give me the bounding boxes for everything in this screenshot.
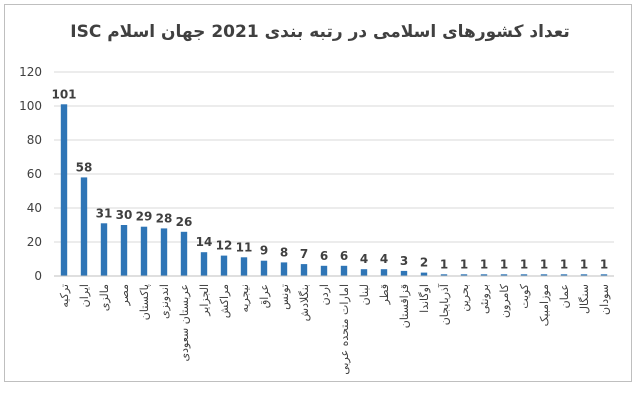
category-label: سنگال — [578, 284, 591, 314]
category-label: بنگلادش — [298, 284, 311, 321]
category-label: لبنان — [358, 284, 371, 305]
bar — [120, 225, 128, 276]
bar — [300, 264, 308, 276]
y-tick-label: 60 — [27, 167, 42, 181]
category-label: مصر — [118, 284, 131, 307]
data-label: 29 — [136, 210, 153, 224]
bar — [340, 265, 348, 276]
bar — [240, 257, 248, 276]
data-label: 101 — [51, 87, 76, 101]
data-label: 6 — [340, 249, 348, 263]
bar — [100, 223, 108, 276]
bar — [200, 252, 208, 276]
chart-frame — [4, 4, 632, 382]
category-label: قطر — [378, 284, 391, 305]
bar — [400, 270, 408, 276]
category-label: آذربایجان — [437, 283, 451, 325]
bar — [160, 228, 168, 276]
y-tick-label: 80 — [27, 133, 42, 147]
data-label: 14 — [196, 235, 213, 249]
data-label: 1 — [480, 257, 488, 271]
bar — [260, 260, 268, 276]
category-label: عمان — [558, 284, 571, 308]
data-label: 1 — [540, 257, 548, 271]
gridlines — [54, 71, 614, 243]
data-label: 58 — [76, 160, 93, 174]
bar — [420, 272, 428, 276]
category-label: نیجریه — [238, 284, 251, 313]
data-label: 1 — [500, 257, 508, 271]
bar — [480, 274, 488, 276]
data-label: 30 — [116, 208, 133, 222]
data-label: 12 — [216, 239, 233, 253]
category-label: مالزی — [98, 284, 111, 311]
data-label: 1 — [460, 257, 468, 271]
bar — [220, 255, 228, 276]
bar — [380, 269, 388, 276]
bar — [280, 262, 288, 276]
bar — [600, 274, 608, 276]
category-label: موزامبیک — [538, 284, 551, 326]
data-label: 31 — [96, 206, 113, 220]
y-tick-label: 40 — [27, 201, 42, 215]
y-axis-ticks: 0 20 40 60 80 100 120 — [19, 65, 42, 283]
category-label: اردن — [318, 284, 331, 305]
bar — [580, 274, 588, 276]
category-labels: ترکیه ایران مالزی مصر پاکستان اندونزی عربستان … — [58, 283, 611, 375]
category-label: پاکستان — [138, 284, 151, 320]
y-tick-label: 100 — [19, 99, 42, 113]
data-label: 4 — [380, 252, 388, 266]
bar — [460, 274, 468, 276]
bar — [540, 274, 548, 276]
data-label: 1 — [580, 257, 588, 271]
bars — [60, 104, 608, 276]
category-label: ترکیه — [58, 284, 71, 308]
y-tick-label: 0 — [34, 269, 42, 283]
bar — [520, 274, 528, 276]
bar — [180, 231, 188, 276]
data-label: 11 — [236, 240, 253, 254]
category-label: سودان — [598, 284, 611, 315]
data-label: 7 — [300, 247, 308, 261]
category-label: الجزایر — [198, 284, 211, 317]
data-label: 26 — [176, 215, 193, 229]
y-tick-label: 20 — [27, 235, 42, 249]
category-label: قزاقستان — [398, 284, 411, 328]
category-label: مراکش — [218, 284, 231, 318]
data-label: 28 — [156, 211, 173, 225]
category-label: تونس — [278, 284, 291, 310]
data-label: 3 — [400, 254, 408, 268]
category-label: اوگاندا — [418, 284, 431, 313]
category-label: برونئی — [478, 284, 491, 314]
bar — [560, 274, 568, 276]
category-label: عراق — [258, 284, 271, 308]
y-tick-label: 120 — [19, 65, 42, 79]
category-label: عربستان سعودی — [178, 284, 191, 361]
bar — [60, 104, 68, 276]
data-label: 1 — [520, 257, 528, 271]
bar — [320, 265, 328, 276]
data-label: 8 — [280, 245, 288, 259]
chart-title: تعداد کشورهای اسلامی در رتبه بندی 2021 ج… — [70, 22, 570, 42]
bar — [140, 226, 148, 276]
data-label: 1 — [560, 257, 568, 271]
category-label: امارات متحده عربی — [338, 284, 351, 375]
category-label: کویت — [518, 283, 531, 309]
category-label: ایران — [78, 284, 91, 307]
category-label: اندونزی — [158, 284, 171, 319]
data-label: 4 — [360, 252, 368, 266]
data-label: 1 — [600, 257, 608, 271]
category-label: بحرین — [458, 284, 471, 312]
bar — [500, 274, 508, 276]
category-label: کامرون — [498, 283, 511, 318]
bar — [80, 177, 88, 276]
data-label: 2 — [420, 256, 428, 270]
bar — [360, 269, 368, 276]
data-label: 6 — [320, 249, 328, 263]
data-label: 9 — [260, 244, 268, 258]
data-label: 1 — [440, 257, 448, 271]
bar — [440, 274, 448, 276]
